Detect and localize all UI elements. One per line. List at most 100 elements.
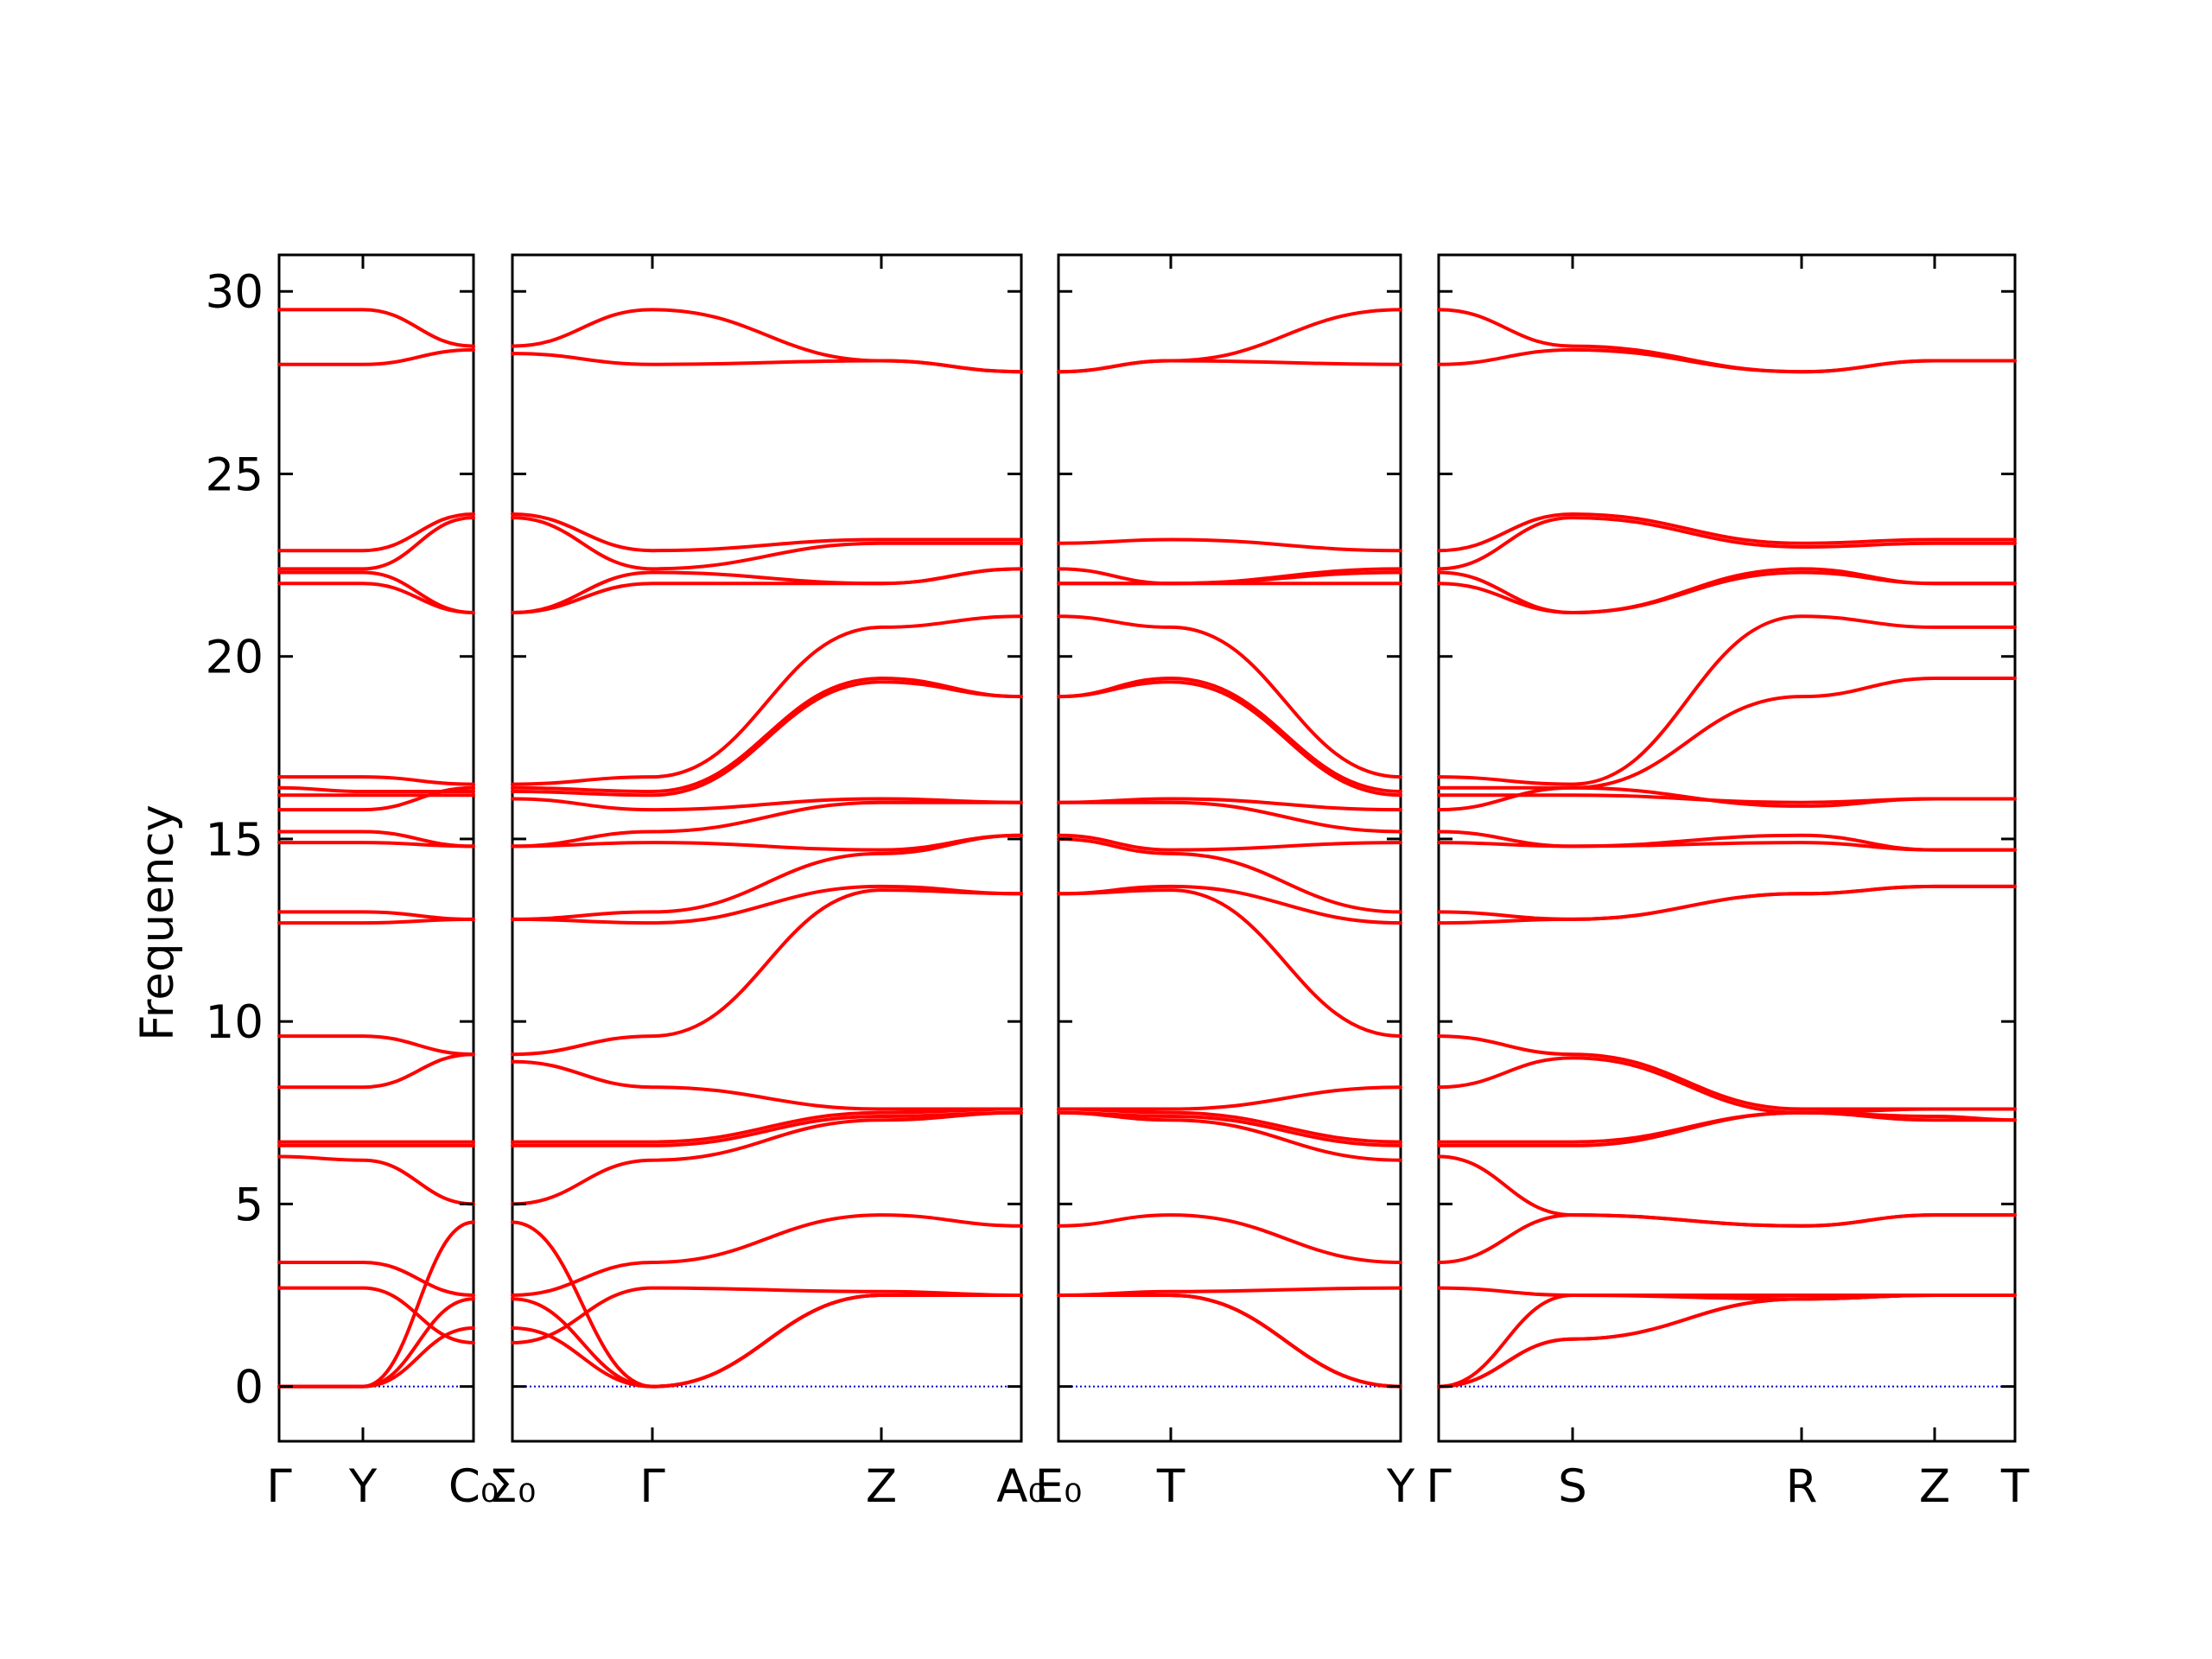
panel-3-band-b3 — [1057, 537, 1402, 553]
panel-3-xtick-label: T — [1156, 1460, 1185, 1513]
panel-4-band-b14 — [1437, 884, 2017, 925]
panel-4-band-b11 — [1437, 830, 2017, 852]
panel-3-band-b7 — [1057, 614, 1402, 779]
ytick-label: 25 — [206, 448, 264, 501]
panel-4-band-b16 — [1437, 1056, 2017, 1115]
panel-3-band-b13 — [1057, 836, 1402, 914]
panel-3-band-b11 — [1057, 800, 1402, 834]
panel-3-band-b12 — [1057, 833, 1402, 852]
panel-4-frame — [1437, 253, 2017, 1443]
panel-2-band-b13 — [511, 833, 1023, 921]
panel-2-band-b17 — [511, 1107, 1023, 1144]
panel-2-band-b6 — [511, 567, 1023, 615]
panel-1-band-b11 — [277, 830, 475, 849]
panel-3-band-b16 — [1057, 1085, 1402, 1111]
ytick-label: 5 — [234, 1179, 264, 1231]
panel-2-xtick-label: Z — [866, 1460, 897, 1513]
panel-2-frame — [511, 253, 1023, 1443]
panel-1-band-b6 — [277, 582, 475, 615]
panel-3-xtick-label: E₀ — [1035, 1460, 1083, 1513]
panel-1-band-b10 — [277, 785, 475, 812]
panel-4-band-b12 — [1437, 841, 2017, 852]
panel-2-band-b10 — [511, 797, 1023, 812]
panel-2-band-b12 — [511, 833, 1023, 852]
band-lines — [277, 308, 2017, 1389]
panel-1-frame — [277, 253, 475, 1443]
panel-4-band-b6 — [1437, 570, 2017, 615]
panel-1-band-b12 — [277, 841, 475, 849]
panel-1-xtick-label: C₀ — [448, 1460, 499, 1513]
panel-3-band-b17 — [1057, 1107, 1402, 1144]
panel-1-band-b1 — [277, 308, 475, 348]
panel-4-xtick-label: R — [1786, 1460, 1818, 1513]
panel-2-band-b24 — [511, 1294, 1023, 1389]
panel-2-band-b5 — [511, 567, 1023, 615]
panel-2-xtick-label: A₀ — [996, 1460, 1046, 1513]
panel-1-band-b16 — [277, 1052, 475, 1090]
panel-2-band-b18 — [511, 1110, 1023, 1147]
panel-2-band-b16 — [511, 1059, 1023, 1111]
ytick-label: 10 — [206, 996, 264, 1049]
panel-1-band-b13 — [277, 910, 475, 921]
panel-2-xtick-label: Σ₀ — [489, 1460, 537, 1513]
ytick-label: 15 — [206, 814, 264, 867]
ytick-label: 0 — [234, 1362, 264, 1414]
panel-2-band-b20 — [511, 1213, 1023, 1298]
panel-1-band-b4 — [277, 516, 475, 571]
panel-1-band-b22 — [277, 1220, 475, 1389]
panel-3-band-b22 — [1057, 1294, 1402, 1389]
panel-1-band-b15 — [277, 1034, 475, 1057]
panel-4-band-b13 — [1437, 884, 2017, 921]
panel-1-xtick-label: Γ — [266, 1460, 292, 1513]
panel-4-xtick-label: Z — [1919, 1460, 1950, 1513]
panel-4-band-b18 — [1437, 1110, 2017, 1147]
panel-1-xtick-label: Y — [348, 1460, 378, 1513]
panel-4-band-b3 — [1437, 512, 2017, 553]
panel-4-band-b4 — [1437, 516, 2017, 571]
panel-2-band-b9 — [511, 680, 1023, 798]
panel-2-band-b14 — [511, 884, 1023, 925]
panel-1-band-b14 — [277, 917, 475, 925]
panel-4-band-b20 — [1437, 1213, 2017, 1264]
panel-frames — [277, 253, 2017, 1443]
panel-2-band-b19 — [511, 1110, 1023, 1206]
panel-2-band-b15 — [511, 888, 1023, 1057]
panel-2-band-b21 — [511, 1286, 1023, 1344]
ytick-label: 20 — [206, 632, 264, 684]
panel-1-band-b19 — [277, 1154, 475, 1206]
panel-3-band-b20 — [1057, 1213, 1402, 1264]
panel-4-band-b2 — [1437, 347, 2017, 374]
panel-1-band-b23 — [277, 1297, 475, 1389]
panel-4-band-b7 — [1437, 614, 2017, 786]
y-axis-title: Frequency — [131, 804, 184, 1041]
panel-3-band-b9 — [1057, 680, 1402, 798]
panel-4-band-b17 — [1437, 1110, 2017, 1144]
panel-1-band-b5 — [277, 570, 475, 615]
panel-2-xtick-label: Γ — [639, 1460, 665, 1513]
panel-2-band-b3 — [511, 512, 1023, 553]
panel-2-band-b8 — [511, 677, 1023, 794]
panel-4-band-b15 — [1437, 1034, 2017, 1111]
panel-4-band-b10 — [1437, 785, 2017, 812]
ytick-label: 30 — [206, 266, 264, 319]
panel-4-xtick-label: S — [1558, 1460, 1587, 1513]
panel-4-band-b8 — [1437, 677, 2017, 790]
panel-1-band-b3 — [277, 512, 475, 553]
panel-2-band-b2 — [511, 352, 1023, 374]
panel-1-band-b21 — [277, 1286, 475, 1344]
panel-3-band-b15 — [1057, 888, 1402, 1039]
panel-4-xtick-label: Γ — [1426, 1460, 1452, 1513]
panel-2-band-b4 — [511, 516, 1023, 571]
panel-2-band-b7 — [511, 614, 1023, 786]
panel-1-band-b20 — [277, 1260, 475, 1298]
panel-4-xtick-label: T — [2000, 1460, 2030, 1513]
panel-3-band-b19 — [1057, 1110, 1402, 1162]
panel-3-band-b23 — [1057, 1294, 1402, 1389]
panel-1-band-b7 — [277, 775, 475, 786]
panel-3-band-b10 — [1057, 797, 1402, 812]
panel-3-frame — [1057, 253, 1402, 1443]
panel-4-band-b24 — [1437, 1294, 2017, 1389]
panel-3-band-b24 — [1057, 1294, 1402, 1389]
